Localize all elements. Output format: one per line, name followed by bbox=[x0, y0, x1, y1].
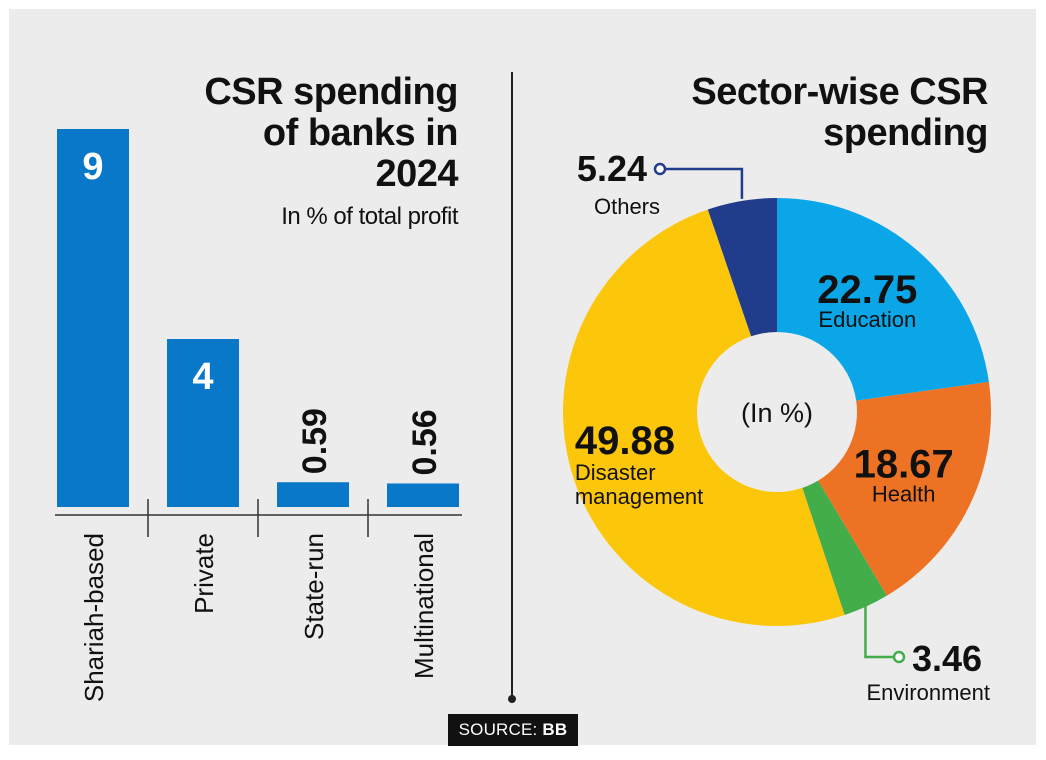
bar-title-line-1: CSR spending bbox=[204, 71, 458, 113]
bar-private bbox=[167, 339, 239, 507]
slice-health bbox=[818, 381, 991, 596]
slice-education bbox=[777, 198, 989, 401]
bar-shariah-based bbox=[57, 129, 129, 507]
bar-chart-title: CSR spending of banks in 2024 bbox=[138, 72, 458, 195]
bar-state-run bbox=[277, 482, 349, 507]
slice-value-label: 18.67 bbox=[854, 442, 954, 486]
bar-multinational bbox=[387, 483, 459, 507]
callout-line bbox=[664, 167, 744, 199]
source-name: BB bbox=[542, 720, 568, 739]
slice-value-label: 49.88 bbox=[575, 419, 675, 463]
slice-name-label: Disaster bbox=[575, 460, 656, 485]
source-badge: SOURCE: BB bbox=[448, 714, 578, 746]
slice-value-label: 22.75 bbox=[817, 268, 917, 312]
divider-dot bbox=[508, 695, 516, 703]
slice-disaster-management bbox=[562, 209, 845, 627]
pie-title-line-2: spending bbox=[823, 112, 988, 154]
slice-value-label: 3.46 bbox=[912, 638, 982, 679]
donut-center-label: (In %) bbox=[741, 398, 813, 428]
bar-category-label: Shariah-based bbox=[79, 533, 109, 702]
bar-value-label: 0.56 bbox=[406, 409, 444, 475]
bar-title-line-2: of banks in bbox=[262, 112, 459, 154]
source-prefix: SOURCE: bbox=[458, 720, 538, 739]
slice-name-label: Environment bbox=[866, 680, 990, 705]
bar-value-label: 4 bbox=[192, 356, 213, 398]
pie-title-line-1: Sector-wise CSR bbox=[691, 71, 988, 113]
slice-name-label: Education bbox=[818, 307, 916, 332]
slice-name-label: management bbox=[575, 484, 703, 509]
bar-category-label: State-run bbox=[299, 533, 329, 640]
bar-value-label: 0.59 bbox=[296, 408, 334, 474]
bar-category-label: Private bbox=[189, 533, 219, 614]
pie-chart-title: Sector-wise CSR spending bbox=[628, 72, 988, 154]
bar-title-line-3: 2024 bbox=[375, 153, 458, 195]
bar-value-label: 9 bbox=[82, 146, 103, 188]
panel-divider bbox=[511, 72, 513, 700]
slice-others bbox=[707, 198, 777, 337]
callout-dot bbox=[653, 162, 667, 176]
slice-value-label: 5.24 bbox=[577, 148, 647, 189]
bar-chart-subtitle: In % of total profit bbox=[281, 203, 458, 230]
slice-environment bbox=[802, 480, 887, 616]
bar-chart: 9 Shariah-based 4 Private 0.59 State-run 0.56 M… bbox=[55, 129, 462, 702]
callout-dot bbox=[892, 650, 906, 664]
slice-name-label: Others bbox=[594, 194, 660, 219]
slice-name-label: Health bbox=[872, 481, 936, 506]
callout-line bbox=[864, 604, 895, 659]
bar-category-label: Multinational bbox=[409, 533, 439, 679]
